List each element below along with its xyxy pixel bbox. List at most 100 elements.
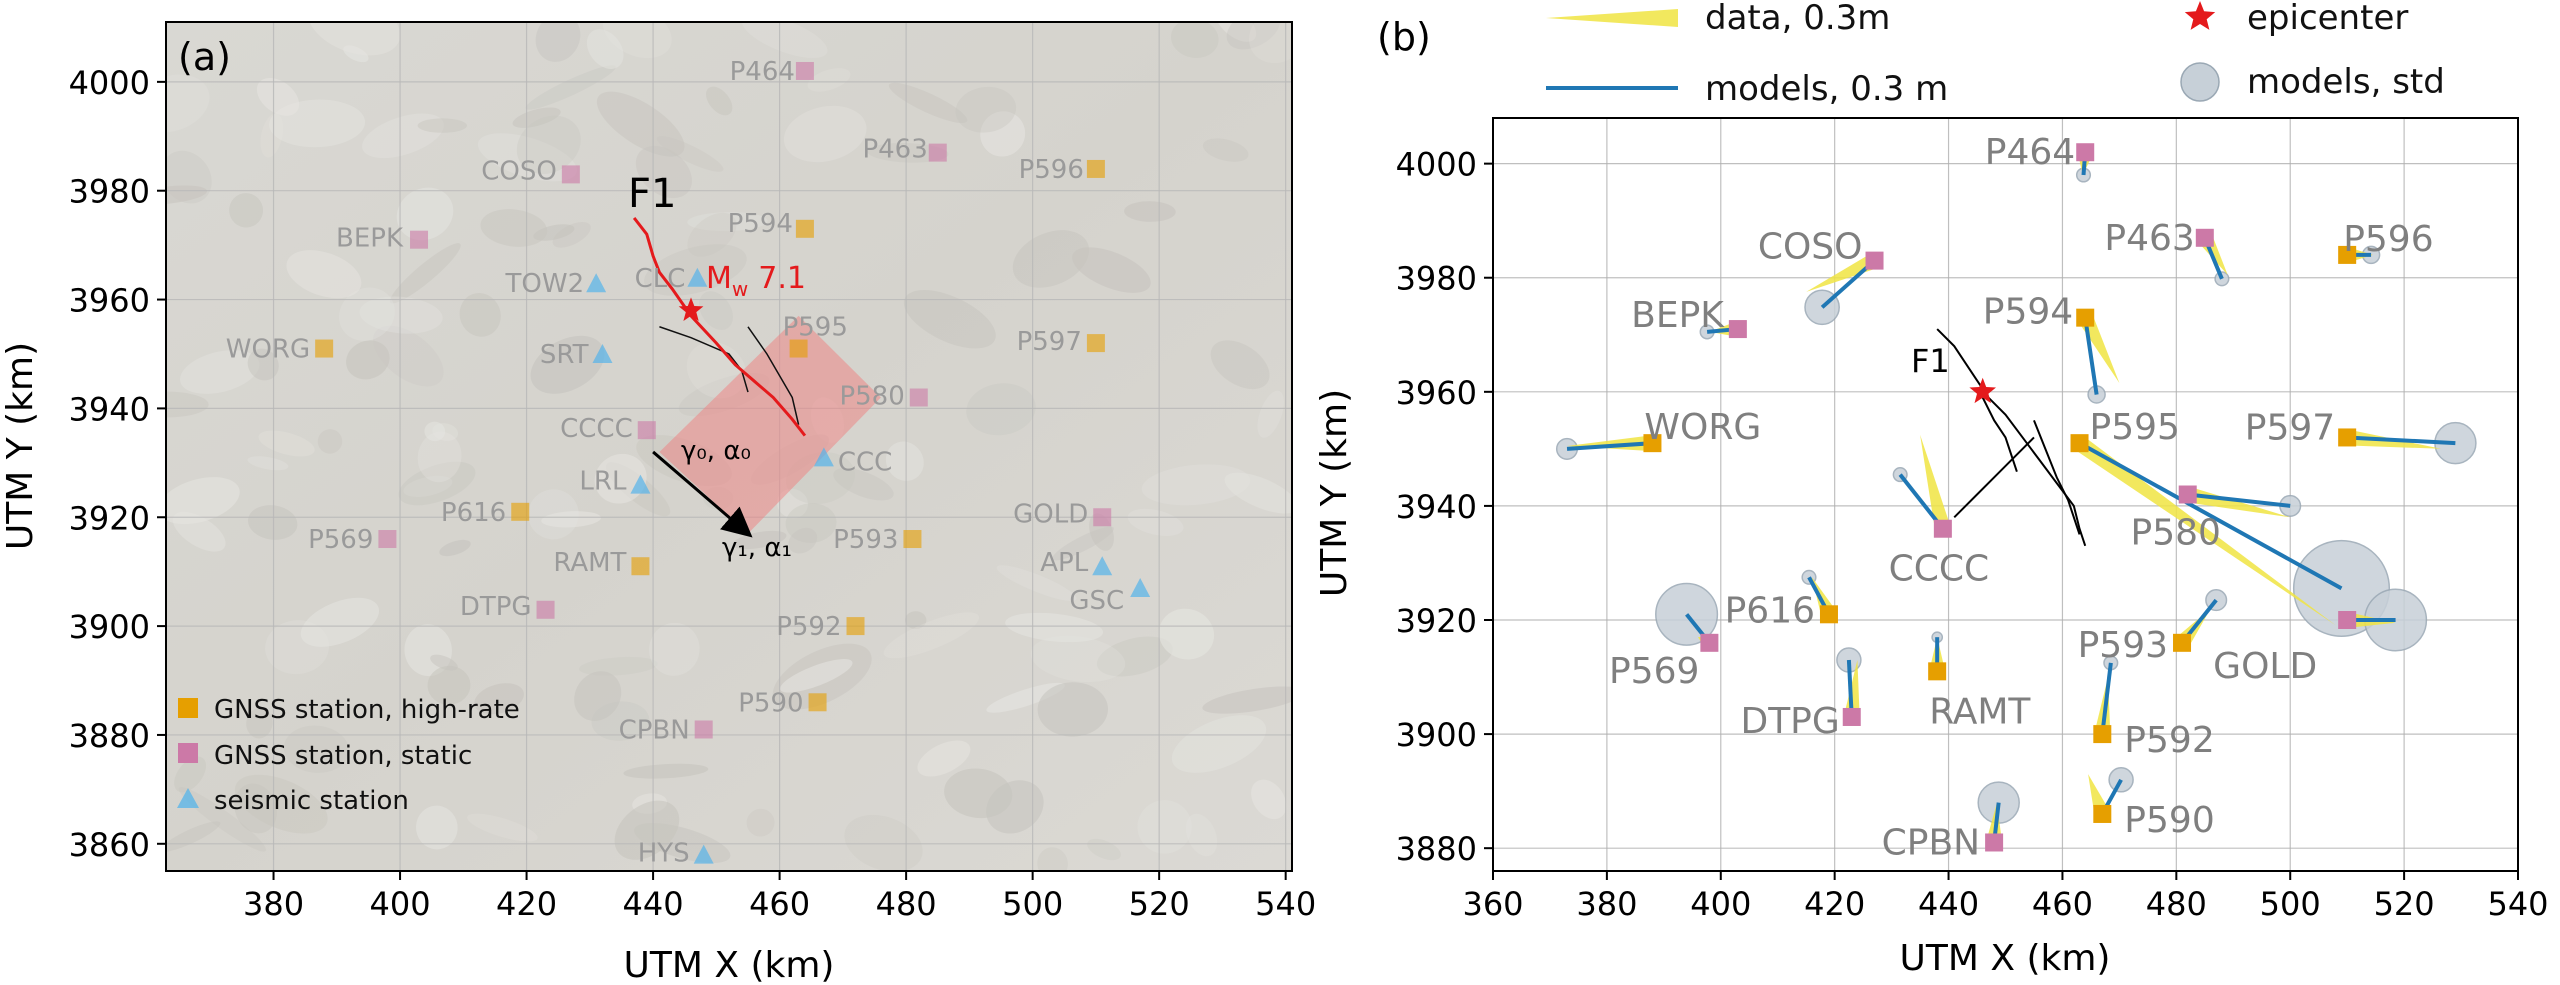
static-marker xyxy=(378,530,397,549)
relief-blotch xyxy=(180,350,260,394)
y-tick-label: 3960 xyxy=(69,282,150,320)
relief-blotch xyxy=(1257,390,1284,438)
model-vector-p597 xyxy=(2347,435,2456,446)
static-marker xyxy=(410,230,429,249)
gamma1-label: γ₁, α₁ xyxy=(722,533,792,563)
relief-blotch xyxy=(777,488,808,519)
relief-blotch xyxy=(687,212,737,257)
panel-a-tag: (a) xyxy=(178,35,231,79)
relief-blotch xyxy=(1248,22,1292,64)
relief-blotch xyxy=(343,45,369,63)
station-b-p569: P569 xyxy=(1609,633,1719,692)
station-b-ramt: RAMT xyxy=(1928,662,2031,732)
highrate-marker xyxy=(1086,334,1105,353)
legend-marker-static xyxy=(178,743,198,763)
relief-blotch xyxy=(535,22,581,62)
model-vector-p595 xyxy=(2078,441,2343,591)
seismic-marker xyxy=(693,844,714,864)
station-label-a: P590 xyxy=(738,688,803,718)
relief-blotch xyxy=(1251,779,1287,820)
y-tick-label: 3980 xyxy=(69,173,150,211)
relief-blotch xyxy=(1158,608,1215,660)
x-tick-label: 380 xyxy=(243,885,304,923)
x-tick-label: 500 xyxy=(2260,885,2321,923)
x-tick-label: 480 xyxy=(876,885,937,923)
seismic-marker xyxy=(592,343,613,363)
relief-blotch xyxy=(903,290,996,349)
relief-blotch xyxy=(346,340,390,380)
seismic-marker xyxy=(687,267,708,287)
relief-blotch xyxy=(459,293,501,337)
relief-blotch xyxy=(966,383,1036,436)
relief-blotch xyxy=(1124,201,1176,222)
x-tick-label: 440 xyxy=(623,885,684,923)
fault-trace-b xyxy=(2033,419,2081,535)
static-marker xyxy=(928,143,947,162)
legend-label-seismic: seismic station xyxy=(214,786,409,816)
x-tick-label: 540 xyxy=(1255,885,1316,923)
station-a-p580: P580 xyxy=(839,382,928,412)
y-tick-label: 3900 xyxy=(69,608,150,646)
legend-model-label: models, 0.3 m xyxy=(1705,69,1948,109)
fault-label-b: F1 xyxy=(1911,342,1950,380)
data-vector-cccc xyxy=(1920,434,1951,531)
model-vector-cccc xyxy=(1898,473,1945,530)
highrate-marker xyxy=(846,617,865,636)
highrate-marker xyxy=(1643,434,1662,453)
station-b-p594: P594 xyxy=(1983,292,2095,333)
panel-b-annotation-layer: F1 xyxy=(1911,342,1950,380)
seismic-marker xyxy=(630,474,651,494)
station-b-p463: P463 xyxy=(2104,218,2214,259)
panel-a-frame xyxy=(165,21,1293,872)
x-tick-label: 540 xyxy=(2487,885,2548,923)
panel-b-axes: 360 380 400 420 440 460 480 500 520 540 3880 3900 39… xyxy=(1396,146,2549,923)
relief-blotch xyxy=(1052,526,1114,561)
model-vector-p580 xyxy=(2187,492,2291,508)
relief-blotch xyxy=(1226,22,1281,50)
x-tick-label: 460 xyxy=(2032,885,2093,923)
legend-epicenter-label: epicenter xyxy=(2247,0,2408,38)
legend-marker-seismic xyxy=(177,788,199,808)
relief-blotch xyxy=(300,597,380,647)
station-b-p616: P616 xyxy=(1725,590,1838,631)
highrate-marker xyxy=(808,693,827,712)
station-b-cpbn: CPBN xyxy=(1882,823,2004,864)
highrate-marker xyxy=(511,502,530,521)
relief-blotch xyxy=(1185,813,1218,857)
y-tick-label: 3900 xyxy=(1396,716,1477,754)
station-label-b: P592 xyxy=(2124,720,2214,761)
station-label-b: P580 xyxy=(2130,513,2220,554)
station-label-a: COSO xyxy=(481,156,557,186)
static-marker xyxy=(2195,228,2214,247)
relief-blotch xyxy=(178,787,267,852)
x-tick-label: 500 xyxy=(1002,885,1063,923)
relief-blotch xyxy=(246,708,273,739)
relief-blotch xyxy=(1215,22,1257,42)
relief-blotch xyxy=(579,656,658,676)
x-tick-label: 420 xyxy=(1804,885,1865,923)
relief-blotch xyxy=(338,287,395,341)
highrate-marker xyxy=(315,339,334,358)
relief-blotch xyxy=(885,441,924,481)
relief-blotch xyxy=(229,193,264,228)
gradient-arrow xyxy=(652,450,753,538)
highrate-marker xyxy=(2093,804,2112,823)
relief-blotch xyxy=(1202,686,1292,714)
station-label-a: P464 xyxy=(730,57,795,87)
station-a-gsc: GSC xyxy=(1069,578,1151,616)
static-marker xyxy=(694,720,713,739)
x-tick-label: 460 xyxy=(749,885,810,923)
fault-branch-a xyxy=(747,326,800,425)
panel-a-zone-layer xyxy=(652,315,881,538)
relief-blotch xyxy=(480,209,548,247)
relief-blotch xyxy=(552,221,591,248)
static-marker xyxy=(1842,707,1861,726)
station-b-coso: COSO xyxy=(1758,227,1884,270)
relief-blotch xyxy=(905,611,927,629)
x-tick-label: 420 xyxy=(496,885,557,923)
model-vector-worg xyxy=(1566,441,1653,451)
station-label-b: P464 xyxy=(1985,132,2075,173)
station-a-lrl: LRL xyxy=(579,467,651,497)
relief-blotch xyxy=(415,805,458,850)
